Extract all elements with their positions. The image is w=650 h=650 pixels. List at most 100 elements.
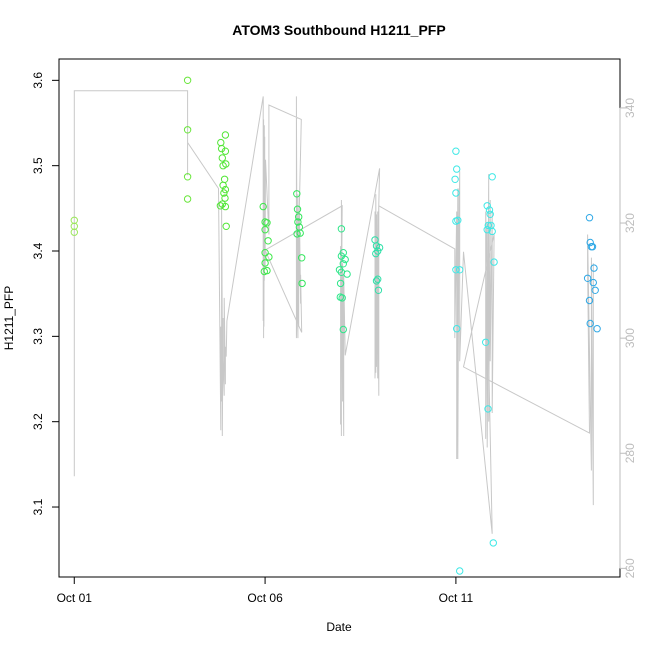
data-point: [183, 195, 192, 203]
data-point: [296, 229, 304, 237]
data-point: [70, 228, 79, 236]
data-point: [298, 254, 306, 262]
data-points: [70, 76, 601, 575]
y2-tick-label: 300: [623, 328, 637, 348]
data-point: [484, 221, 492, 230]
data-point: [293, 230, 301, 238]
data-point: [339, 325, 347, 334]
y2-tick-label: 340: [623, 98, 637, 118]
y-tick-label: 3.1: [31, 498, 45, 515]
data-point: [220, 175, 229, 184]
data-point: [374, 286, 383, 294]
data-point: [293, 190, 301, 198]
x-axis-label: Date: [326, 620, 352, 634]
data-point: [183, 126, 192, 134]
data-point: [338, 294, 346, 302]
data-point: [452, 189, 460, 197]
data-point: [585, 296, 594, 305]
y2-tick-label: 280: [623, 443, 637, 463]
y-axis-left: 3.1 3.2 3.3 3.4 3.5 3.6: [31, 72, 60, 515]
y-axis-label: H1211_PFP: [2, 286, 16, 350]
data-point: [264, 237, 272, 245]
data-point: [70, 222, 79, 231]
data-point: [261, 259, 269, 267]
data-point: [261, 249, 269, 257]
y2-tick-label: 260: [623, 558, 637, 578]
data-point: [221, 131, 230, 139]
data-point: [483, 226, 491, 234]
data-point: [220, 189, 228, 197]
data-point: [372, 249, 380, 258]
data-point: [336, 279, 345, 288]
data-point: [488, 173, 496, 181]
data-point: [588, 243, 597, 251]
data-point: [372, 277, 381, 285]
data-point: [485, 206, 494, 214]
data-point: [265, 253, 273, 261]
data-point: [260, 267, 268, 276]
data-point: [452, 266, 460, 274]
data-point: [453, 325, 461, 333]
data-point: [583, 274, 592, 282]
x-axis: Oct 01 Oct 06 Oct 11: [57, 576, 474, 605]
series-line: [73, 90, 594, 534]
data-point: [591, 286, 599, 294]
data-point: [490, 258, 498, 266]
data-point: [293, 205, 302, 213]
y-axis-right: 260 280 300 320 340: [619, 98, 637, 578]
data-point: [451, 175, 459, 184]
y-tick-label: 3.5: [31, 157, 45, 174]
data-point: [298, 279, 306, 288]
data-point: [337, 225, 346, 233]
y-tick-label: 3.6: [31, 72, 45, 89]
data-point: [216, 202, 225, 210]
data-point: [261, 226, 269, 234]
data-point: [482, 338, 490, 346]
x-tick-label: Oct 01: [57, 591, 93, 605]
chart-title: ATOM3 Southbound H1211_PFP: [232, 22, 445, 38]
data-point: [221, 194, 229, 202]
data-point: [452, 217, 460, 225]
data-point: [456, 567, 464, 575]
data-point: [484, 405, 492, 413]
data-point: [294, 218, 302, 226]
data-point: [486, 210, 494, 219]
data-point: [263, 219, 271, 227]
data-point: [221, 185, 230, 194]
data-point: [221, 202, 230, 211]
data-point: [217, 144, 226, 153]
data-point: [456, 266, 464, 274]
data-point: [222, 222, 230, 231]
y-tick-label: 3.2: [31, 413, 45, 430]
data-point: [586, 319, 594, 328]
data-point: [339, 260, 347, 268]
data-point: [453, 165, 461, 173]
right-axis-line-series: [73, 90, 594, 534]
data-point: [586, 238, 594, 247]
data-point: [222, 160, 230, 168]
data-point: [374, 275, 382, 283]
y-tick-label: 3.3: [31, 328, 45, 345]
data-point: [295, 213, 303, 221]
data-point: [590, 264, 598, 272]
data-point: [452, 147, 460, 155]
data-point: [585, 214, 594, 222]
data-point: [489, 539, 497, 547]
x-tick-label: Oct 06: [247, 591, 283, 605]
data-point: [218, 154, 227, 162]
data-point: [183, 173, 192, 181]
data-point: [183, 76, 192, 85]
data-point: [593, 325, 601, 333]
data-point: [589, 278, 597, 287]
data-point: [483, 202, 491, 210]
data-point: [221, 147, 230, 155]
data-point: [341, 255, 349, 264]
data-point: [488, 227, 496, 236]
data-point: [343, 270, 351, 278]
y2-tick-label: 320: [623, 213, 637, 233]
data-point: [259, 202, 267, 211]
x-tick-label: Oct 11: [439, 591, 474, 605]
y-tick-label: 3.4: [31, 242, 45, 259]
